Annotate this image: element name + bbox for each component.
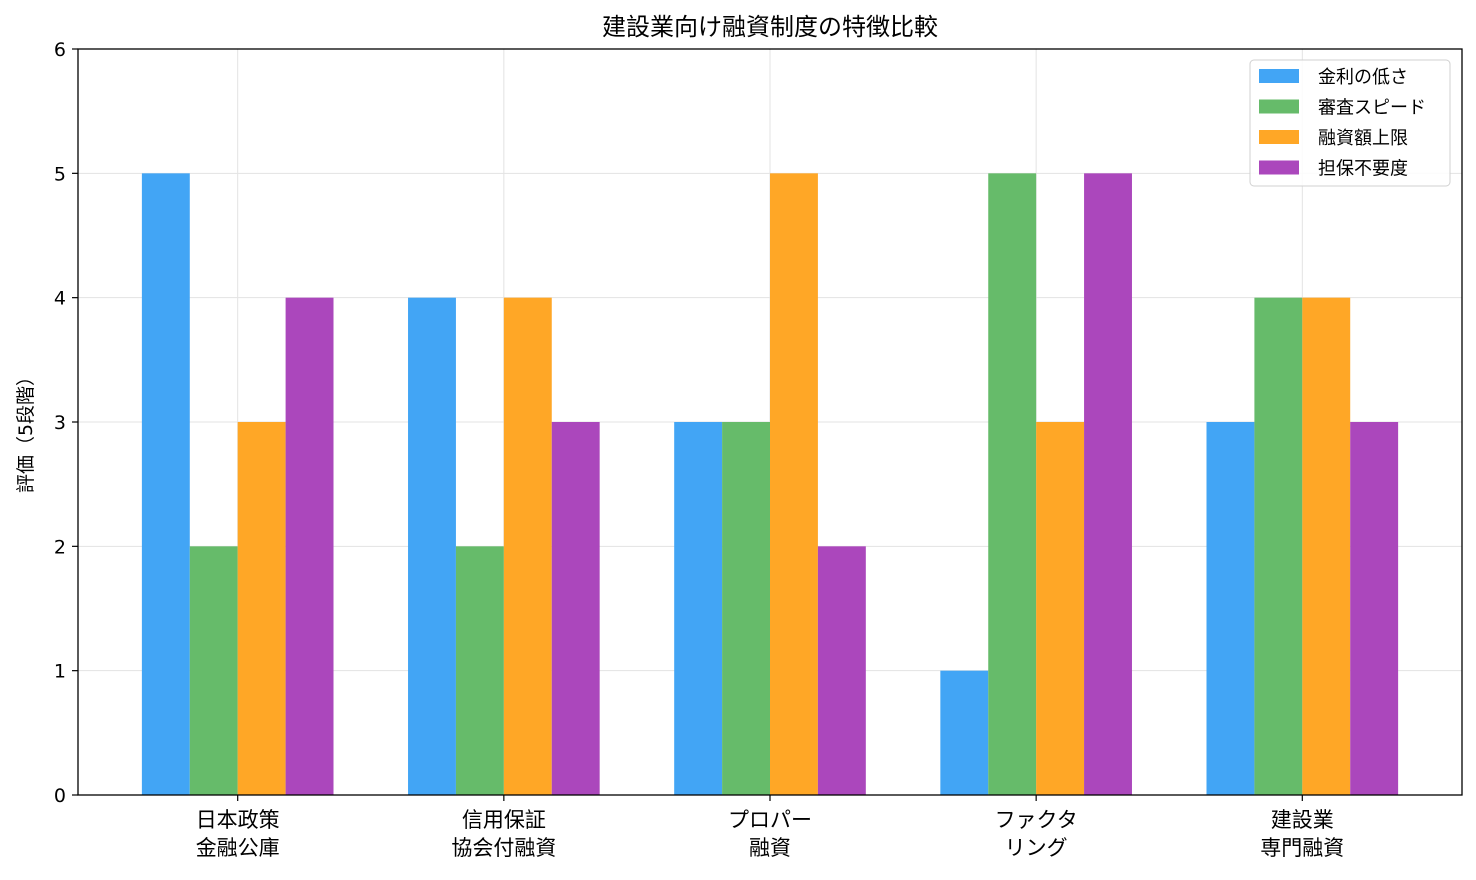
bar-3-2 <box>503 297 552 795</box>
bar-1-5 <box>1206 422 1255 795</box>
bar-3-5 <box>1302 297 1351 795</box>
bar-3-1 <box>237 422 286 795</box>
chart-title: 建設業向け融資制度の特徴比較 <box>602 13 938 41</box>
x-tick-label: 建設業 <box>1271 808 1334 832</box>
y-axis-label: 評価（5段階） <box>15 367 37 493</box>
legend-label: 担保不要度 <box>1318 159 1408 180</box>
legend-label: 金利の低さ <box>1318 67 1408 88</box>
x-tick-label: 金融公庫 <box>196 836 280 860</box>
bar-4-3 <box>817 546 866 795</box>
bar-1-2 <box>408 297 456 795</box>
legend-box <box>1249 59 1451 187</box>
bar-3-3 <box>770 173 818 796</box>
bar-2-1 <box>189 546 238 795</box>
bar-2-2 <box>455 546 504 795</box>
x-tick-label: プロパー <box>728 808 812 832</box>
bar-2-4 <box>988 173 1037 796</box>
bar-4-5 <box>1350 422 1399 795</box>
bar-4-1 <box>285 297 334 795</box>
y-tick-label: 4 <box>54 288 66 310</box>
bar-2-3 <box>722 422 770 795</box>
legend-swatch <box>1259 130 1299 144</box>
legend-label: 融資額上限 <box>1318 128 1408 149</box>
legend-swatch <box>1259 99 1299 114</box>
legend-swatch <box>1259 160 1299 175</box>
y-tick-label: 6 <box>54 39 66 61</box>
x-tick-label: 日本政策 <box>196 808 280 832</box>
y-tick-label: 1 <box>54 661 66 683</box>
x-tick-label: リング <box>1005 836 1068 860</box>
bar-1-3 <box>674 422 723 795</box>
bar-3-4 <box>1036 422 1085 795</box>
y-tick-label: 2 <box>54 536 66 558</box>
bar-4-2 <box>551 422 600 795</box>
x-tick-label: 信用保証 <box>462 808 546 832</box>
y-tick-label: 0 <box>54 785 66 807</box>
legend-swatch <box>1259 69 1299 83</box>
x-tick-label: 融資 <box>749 836 791 860</box>
x-tick-label: 協会付融資 <box>451 836 556 860</box>
bar-1-1 <box>141 173 190 796</box>
bar-4-4 <box>1084 173 1132 796</box>
legend-label: 審査スピード <box>1318 98 1426 119</box>
bar-2-5 <box>1254 297 1303 795</box>
x-tick-label: 専門融資 <box>1260 836 1344 860</box>
bar-1-4 <box>940 670 989 795</box>
x-tick-label: ファクタ <box>995 808 1078 832</box>
y-tick-label: 5 <box>54 163 66 185</box>
y-tick-label: 3 <box>54 412 66 434</box>
